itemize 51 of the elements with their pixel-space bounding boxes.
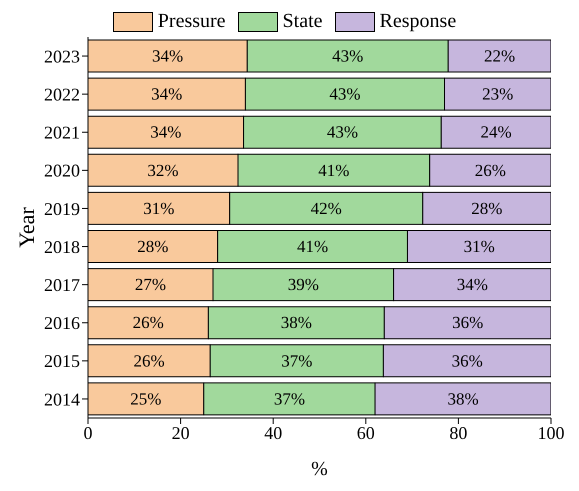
y-tick-label: 2014 bbox=[44, 389, 80, 410]
data-label: 23% bbox=[482, 84, 514, 104]
data-label: 36% bbox=[452, 351, 483, 370]
data-label: 32% bbox=[147, 160, 179, 180]
data-label: 38% bbox=[447, 389, 479, 408]
x-tick-label: 60 bbox=[356, 422, 375, 443]
data-label: 26% bbox=[474, 160, 506, 180]
y-tick-label: 2019 bbox=[44, 198, 80, 219]
x-tick-label: 40 bbox=[264, 422, 282, 443]
y-tick-label: 2017 bbox=[44, 275, 80, 296]
data-label: 43% bbox=[332, 46, 364, 66]
data-label: 36% bbox=[452, 313, 484, 332]
data-label: 34% bbox=[456, 275, 488, 294]
data-label: 37% bbox=[281, 351, 312, 370]
data-label: 37% bbox=[274, 389, 305, 408]
data-label: 28% bbox=[471, 198, 502, 218]
data-label: 27% bbox=[134, 275, 166, 294]
data-label: 43% bbox=[329, 84, 361, 104]
data-label: 26% bbox=[134, 351, 165, 370]
data-label: 26% bbox=[132, 313, 164, 332]
data-label: 41% bbox=[318, 160, 350, 180]
legend-label: State bbox=[282, 10, 323, 33]
data-label: 42% bbox=[310, 198, 342, 218]
data-label: 22% bbox=[484, 46, 516, 66]
y-tick-label: 2015 bbox=[44, 351, 80, 372]
data-label: 43% bbox=[326, 122, 358, 142]
y-tick-label: 2023 bbox=[44, 46, 80, 66]
y-axis-title: Year bbox=[14, 206, 39, 248]
x-tick-label: 0 bbox=[84, 422, 92, 443]
data-label: 39% bbox=[288, 275, 319, 294]
x-tick-label: 80 bbox=[449, 422, 468, 443]
data-label: 38% bbox=[280, 313, 312, 332]
y-tick-label: 2016 bbox=[44, 313, 80, 334]
y-tick-label: 2021 bbox=[44, 122, 80, 143]
data-label: 34% bbox=[151, 84, 182, 104]
data-label: 31% bbox=[464, 237, 495, 256]
x-tick-label: 20 bbox=[172, 422, 190, 443]
data-label: 34% bbox=[152, 46, 184, 66]
legend-label: Response bbox=[380, 10, 456, 33]
data-label: 34% bbox=[150, 122, 182, 142]
x-axis-title: % bbox=[311, 458, 328, 480]
data-label: 28% bbox=[137, 237, 168, 256]
data-label: 31% bbox=[143, 198, 174, 218]
y-tick-label: 2020 bbox=[44, 160, 80, 181]
x-tick-label: 100 bbox=[538, 422, 564, 443]
data-label: 25% bbox=[130, 389, 162, 408]
data-label: 41% bbox=[296, 237, 328, 256]
data-label: 24% bbox=[480, 122, 512, 142]
y-tick-label: 2018 bbox=[44, 236, 80, 257]
y-tick-label: 2022 bbox=[44, 84, 80, 105]
legend-label: Pressure bbox=[158, 10, 226, 33]
